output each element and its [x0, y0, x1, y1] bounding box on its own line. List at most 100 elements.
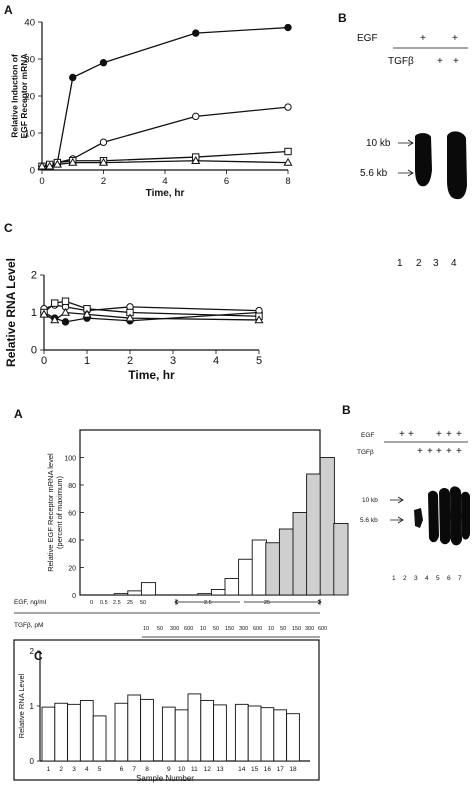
series-4-point [39, 309, 49, 318]
fig1-blot-arrow-10kb [398, 139, 414, 147]
series-4-line [42, 160, 289, 167]
x-tick-label: 7 [132, 766, 136, 773]
fig1-blot-tgf-mark-2: + [453, 56, 459, 67]
fig2-blot-band-lane-5 [439, 487, 451, 545]
bar-14 [234, 703, 249, 762]
fig1-blot-lane-2: 2 [416, 258, 422, 269]
fig1-panel-a-line-chart: 0 2 4 6 8 0 10 20 30 40 Time, hr Relative Induction… [9, 18, 293, 199]
fig2-egf-group-2-5: 2.5 [204, 600, 212, 606]
y-tick-label: 0 [30, 757, 35, 766]
y-tick-label: 30 [24, 55, 35, 66]
fig2-egf-value-2: 0.5 [100, 600, 108, 606]
bar-3 [113, 593, 129, 596]
y-tick-label: 0 [31, 345, 37, 357]
fig2-blot-band-lane-3 [414, 508, 423, 528]
bar-18 [319, 457, 335, 596]
y-tick-label: 60 [68, 511, 76, 518]
fig2-blot-band-lane-6 [450, 486, 462, 546]
bar-17 [306, 473, 322, 596]
y-axis-title: Relative EGF Receptor mRNA level(percent… [46, 453, 64, 572]
y-tick-label: 20 [68, 566, 76, 573]
fig2-egf-value-1: 0 [90, 600, 93, 606]
bar-4 [79, 700, 94, 762]
x-tick-label: 8 [285, 176, 290, 187]
bar-11 [187, 693, 202, 762]
x-tick-label: 14 [238, 766, 246, 773]
x-tick-label: 4 [213, 355, 219, 367]
fig2-panel-b-letter: B [342, 403, 351, 417]
fig2-tgf-value-6: 50 [213, 626, 219, 632]
bar-16 [292, 512, 308, 596]
series-1-point [99, 59, 108, 67]
series-4-point [37, 161, 47, 170]
fig2-blot-tgf-mark-5: + [436, 446, 442, 457]
fig2-blot-arrow-10kb [390, 496, 404, 504]
fig1-blot-egf-mark-1: + [420, 33, 426, 44]
fig1-panel-c-letter: C [4, 221, 13, 235]
series-4-point [82, 309, 92, 318]
y-tick-label: 2 [31, 270, 37, 282]
x-tick-label: 16 [264, 766, 272, 773]
series-4-point [68, 157, 78, 166]
fig2-blot-tgf-mark-4: + [427, 446, 433, 457]
bar-11 [224, 578, 240, 596]
fig2-blot-lane-4: 4 [425, 575, 429, 582]
bar-15 [247, 705, 262, 762]
x-tick-label: 3 [170, 355, 176, 367]
bar-6 [114, 702, 129, 762]
series-1-point [192, 29, 200, 37]
fig2-treatment-table: EGF, ng/ml 0 0.5 2.5 25 50 2.5 25 TGFβ, … [14, 599, 327, 638]
fig1-blot-band-lane-4 [447, 131, 467, 200]
x-tick-label: 15 [251, 766, 259, 773]
fig2-blot-tgf-mark-3: + [417, 446, 423, 457]
fig2-tgf-value-13: 300 [305, 626, 314, 632]
bar-13 [251, 539, 267, 596]
series-2-line [42, 106, 289, 167]
fig2-tgf-value-4: 600 [184, 626, 193, 632]
y-axis-title: Relative RNA Level [17, 673, 26, 738]
fig2-egf-value-4: 25 [127, 600, 133, 606]
fig2-panel-c-frame [13, 639, 320, 781]
bar-4 [127, 590, 143, 596]
bar-1 [41, 706, 56, 762]
series-1-line [42, 26, 289, 167]
bar-8 [140, 698, 154, 762]
fig1-blot-lane-4: 4 [451, 258, 457, 269]
fig2-egf-value-5: 50 [140, 600, 146, 606]
fig2-tgf-value-5: 10 [200, 626, 206, 632]
bar-17 [273, 709, 288, 762]
x-tick-label: 10 [178, 766, 186, 773]
fig1-blot-tgf-label: TGFβ [388, 56, 414, 67]
fig1-blot-egf-mark-2: + [452, 33, 458, 44]
fig2-blot-lane-3: 3 [414, 575, 418, 582]
fig2-blot-tgf-mark-7: + [456, 446, 462, 457]
bar-5 [92, 715, 107, 762]
fig1-blot-lane-1: 1 [397, 258, 403, 269]
x-tick-label: 17 [277, 766, 285, 773]
series-4-point [45, 161, 55, 170]
x-tick-label: 6 [120, 766, 124, 773]
fig1-panel-b-blot: B EGF + + TGFβ + + 10 kb 5.6 kb 1 2 3 4 [338, 11, 468, 269]
bar-16 [260, 707, 275, 762]
series-2-point [99, 138, 108, 146]
fig1-blot-band-lane-3 [415, 133, 432, 187]
fig2-tgf-value-2: 50 [157, 626, 163, 632]
y-tick-label: 1 [31, 307, 37, 319]
x-axis-title: Sample Number [136, 774, 194, 783]
fig2-blot-egf-label: EGF [361, 432, 374, 439]
x-tick-label: 2 [101, 176, 106, 187]
series-4-point [50, 315, 60, 324]
series-3-point [284, 147, 292, 156]
fig2-panel-c-letter: C [34, 649, 43, 663]
bar-12 [200, 700, 215, 762]
fig2-egf-bracket-right [244, 599, 322, 605]
series-4-point [254, 315, 264, 324]
bar-5 [140, 582, 157, 596]
y-axis-title: Relative Induction ofEGF Receptor mRNA [9, 53, 28, 138]
series-4-point [52, 159, 62, 168]
fig1-panel-a-letter: A [4, 3, 13, 17]
x-tick-label: 5 [256, 355, 262, 367]
